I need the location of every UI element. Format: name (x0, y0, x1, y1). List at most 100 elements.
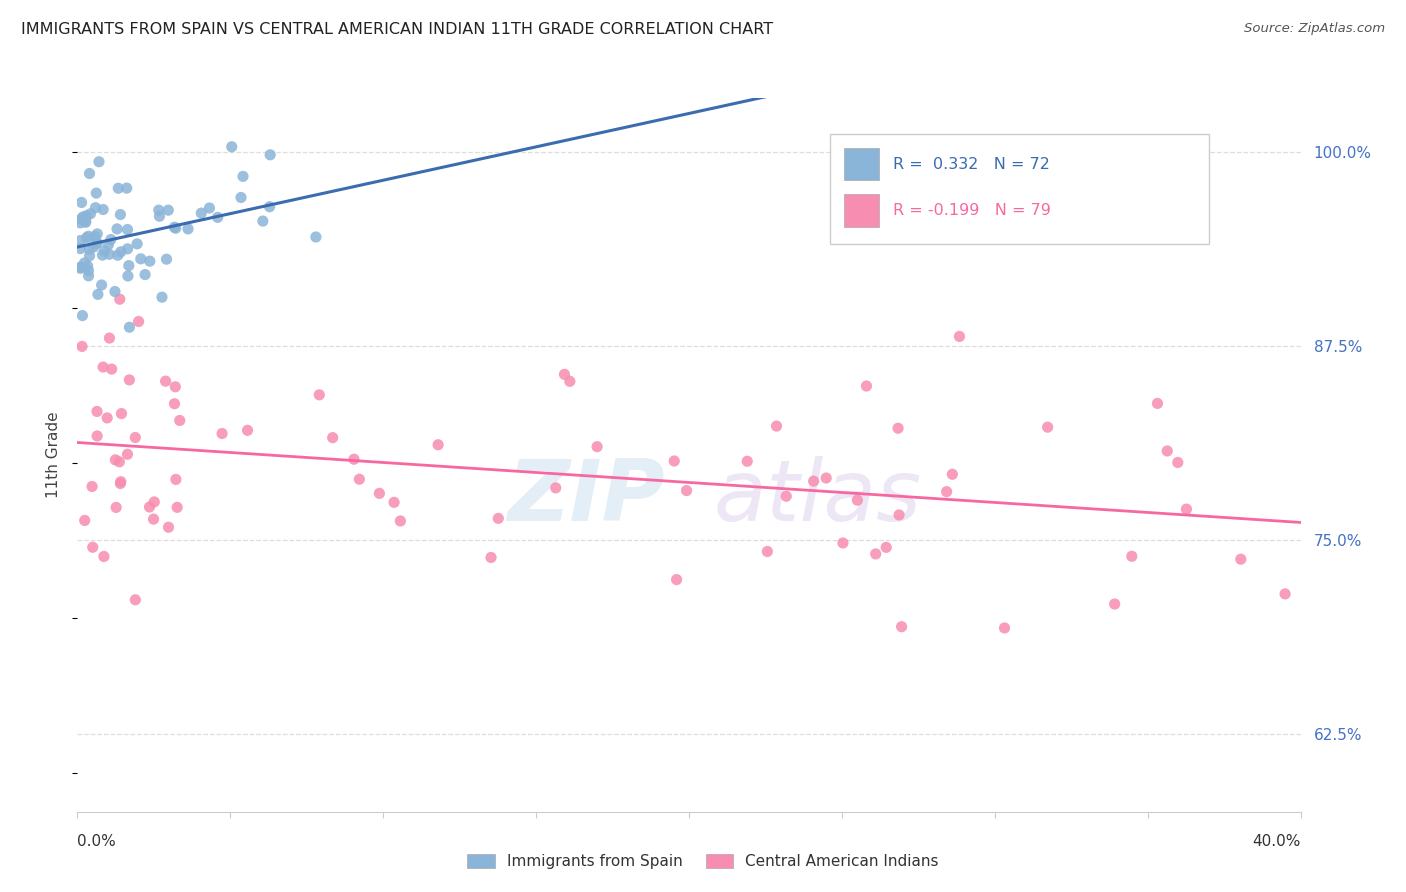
Point (855, 379, 877, 393)
Point (90, 277, 112, 292)
Point (83, 240, 105, 254)
Point (79, 242, 101, 256)
Point (115, 181, 138, 195)
FancyBboxPatch shape (830, 134, 1209, 244)
Point (815, 471, 838, 485)
Point (252, 214, 274, 228)
Point (91, 202, 114, 217)
Point (134, 268, 156, 282)
Point (98, 331, 121, 345)
Point (91, 248, 114, 262)
Point (110, 208, 132, 222)
Point (86, 404, 108, 418)
Point (118, 320, 141, 334)
Point (77, 263, 100, 277)
Point (553, 368, 575, 382)
Point (775, 489, 797, 503)
Point (586, 440, 609, 454)
Point (155, 252, 177, 267)
Point (675, 483, 697, 498)
Point (1146, 396, 1168, 410)
Point (100, 233, 122, 247)
Point (86, 227, 108, 241)
Point (544, 481, 567, 495)
Point (150, 290, 173, 304)
Point (165, 472, 187, 486)
Point (69, 216, 91, 230)
Point (77, 229, 100, 244)
Point (105, 500, 128, 515)
Point (70, 339, 93, 353)
Point (259, 148, 281, 162)
Text: R =  0.332   N = 72: R = 0.332 N = 72 (893, 157, 1050, 172)
Point (887, 508, 910, 522)
Point (198, 201, 221, 215)
Point (79, 249, 101, 263)
Point (349, 472, 371, 486)
Point (1229, 552, 1251, 566)
Point (765, 419, 787, 434)
Legend: Immigrants from Spain, Central American Indians: Immigrants from Spain, Central American … (461, 848, 945, 875)
Point (91, 359, 114, 374)
Point (87, 154, 110, 169)
Point (1156, 444, 1178, 458)
Point (157, 520, 180, 534)
Point (479, 550, 502, 565)
Point (935, 484, 957, 499)
Point (190, 206, 212, 220)
Point (79, 167, 101, 181)
Point (1104, 597, 1126, 611)
FancyBboxPatch shape (844, 148, 879, 180)
Point (117, 222, 139, 236)
Point (69, 242, 91, 256)
Point (236, 423, 259, 437)
Point (343, 452, 366, 467)
Point (129, 252, 152, 266)
Point (832, 536, 855, 550)
Point (1167, 455, 1189, 469)
Point (93, 244, 115, 258)
Point (389, 514, 412, 528)
Point (110, 476, 132, 491)
Point (118, 259, 141, 273)
Point (308, 388, 330, 402)
Point (70, 212, 93, 227)
Point (756, 544, 779, 558)
Point (104, 453, 127, 467)
Point (165, 380, 187, 394)
Text: Source: ZipAtlas.com: Source: ZipAtlas.com (1244, 22, 1385, 36)
Point (207, 211, 229, 225)
Point (118, 373, 141, 387)
Point (368, 486, 391, 500)
Point (80, 479, 103, 493)
Text: 0.0%: 0.0% (77, 834, 117, 849)
Point (76, 209, 98, 223)
Point (993, 621, 1015, 635)
Point (1036, 420, 1059, 434)
Point (139, 254, 162, 268)
Point (107, 248, 129, 262)
Point (155, 374, 177, 388)
Point (803, 474, 825, 488)
Point (165, 221, 187, 235)
Point (558, 374, 581, 388)
Point (83, 229, 105, 244)
Point (157, 203, 180, 218)
Point (86, 235, 108, 250)
Point (229, 190, 252, 204)
Point (138, 500, 160, 514)
Point (890, 620, 912, 634)
Point (127, 236, 149, 251)
Point (735, 454, 758, 468)
Point (75, 214, 97, 228)
Point (84, 201, 107, 215)
Point (86, 429, 108, 443)
Point (107, 181, 129, 195)
Point (128, 314, 150, 328)
Point (166, 500, 188, 515)
Point (948, 329, 970, 343)
Point (110, 475, 132, 489)
Text: 40.0%: 40.0% (1253, 834, 1301, 849)
Point (1274, 587, 1296, 601)
Point (72, 309, 94, 323)
